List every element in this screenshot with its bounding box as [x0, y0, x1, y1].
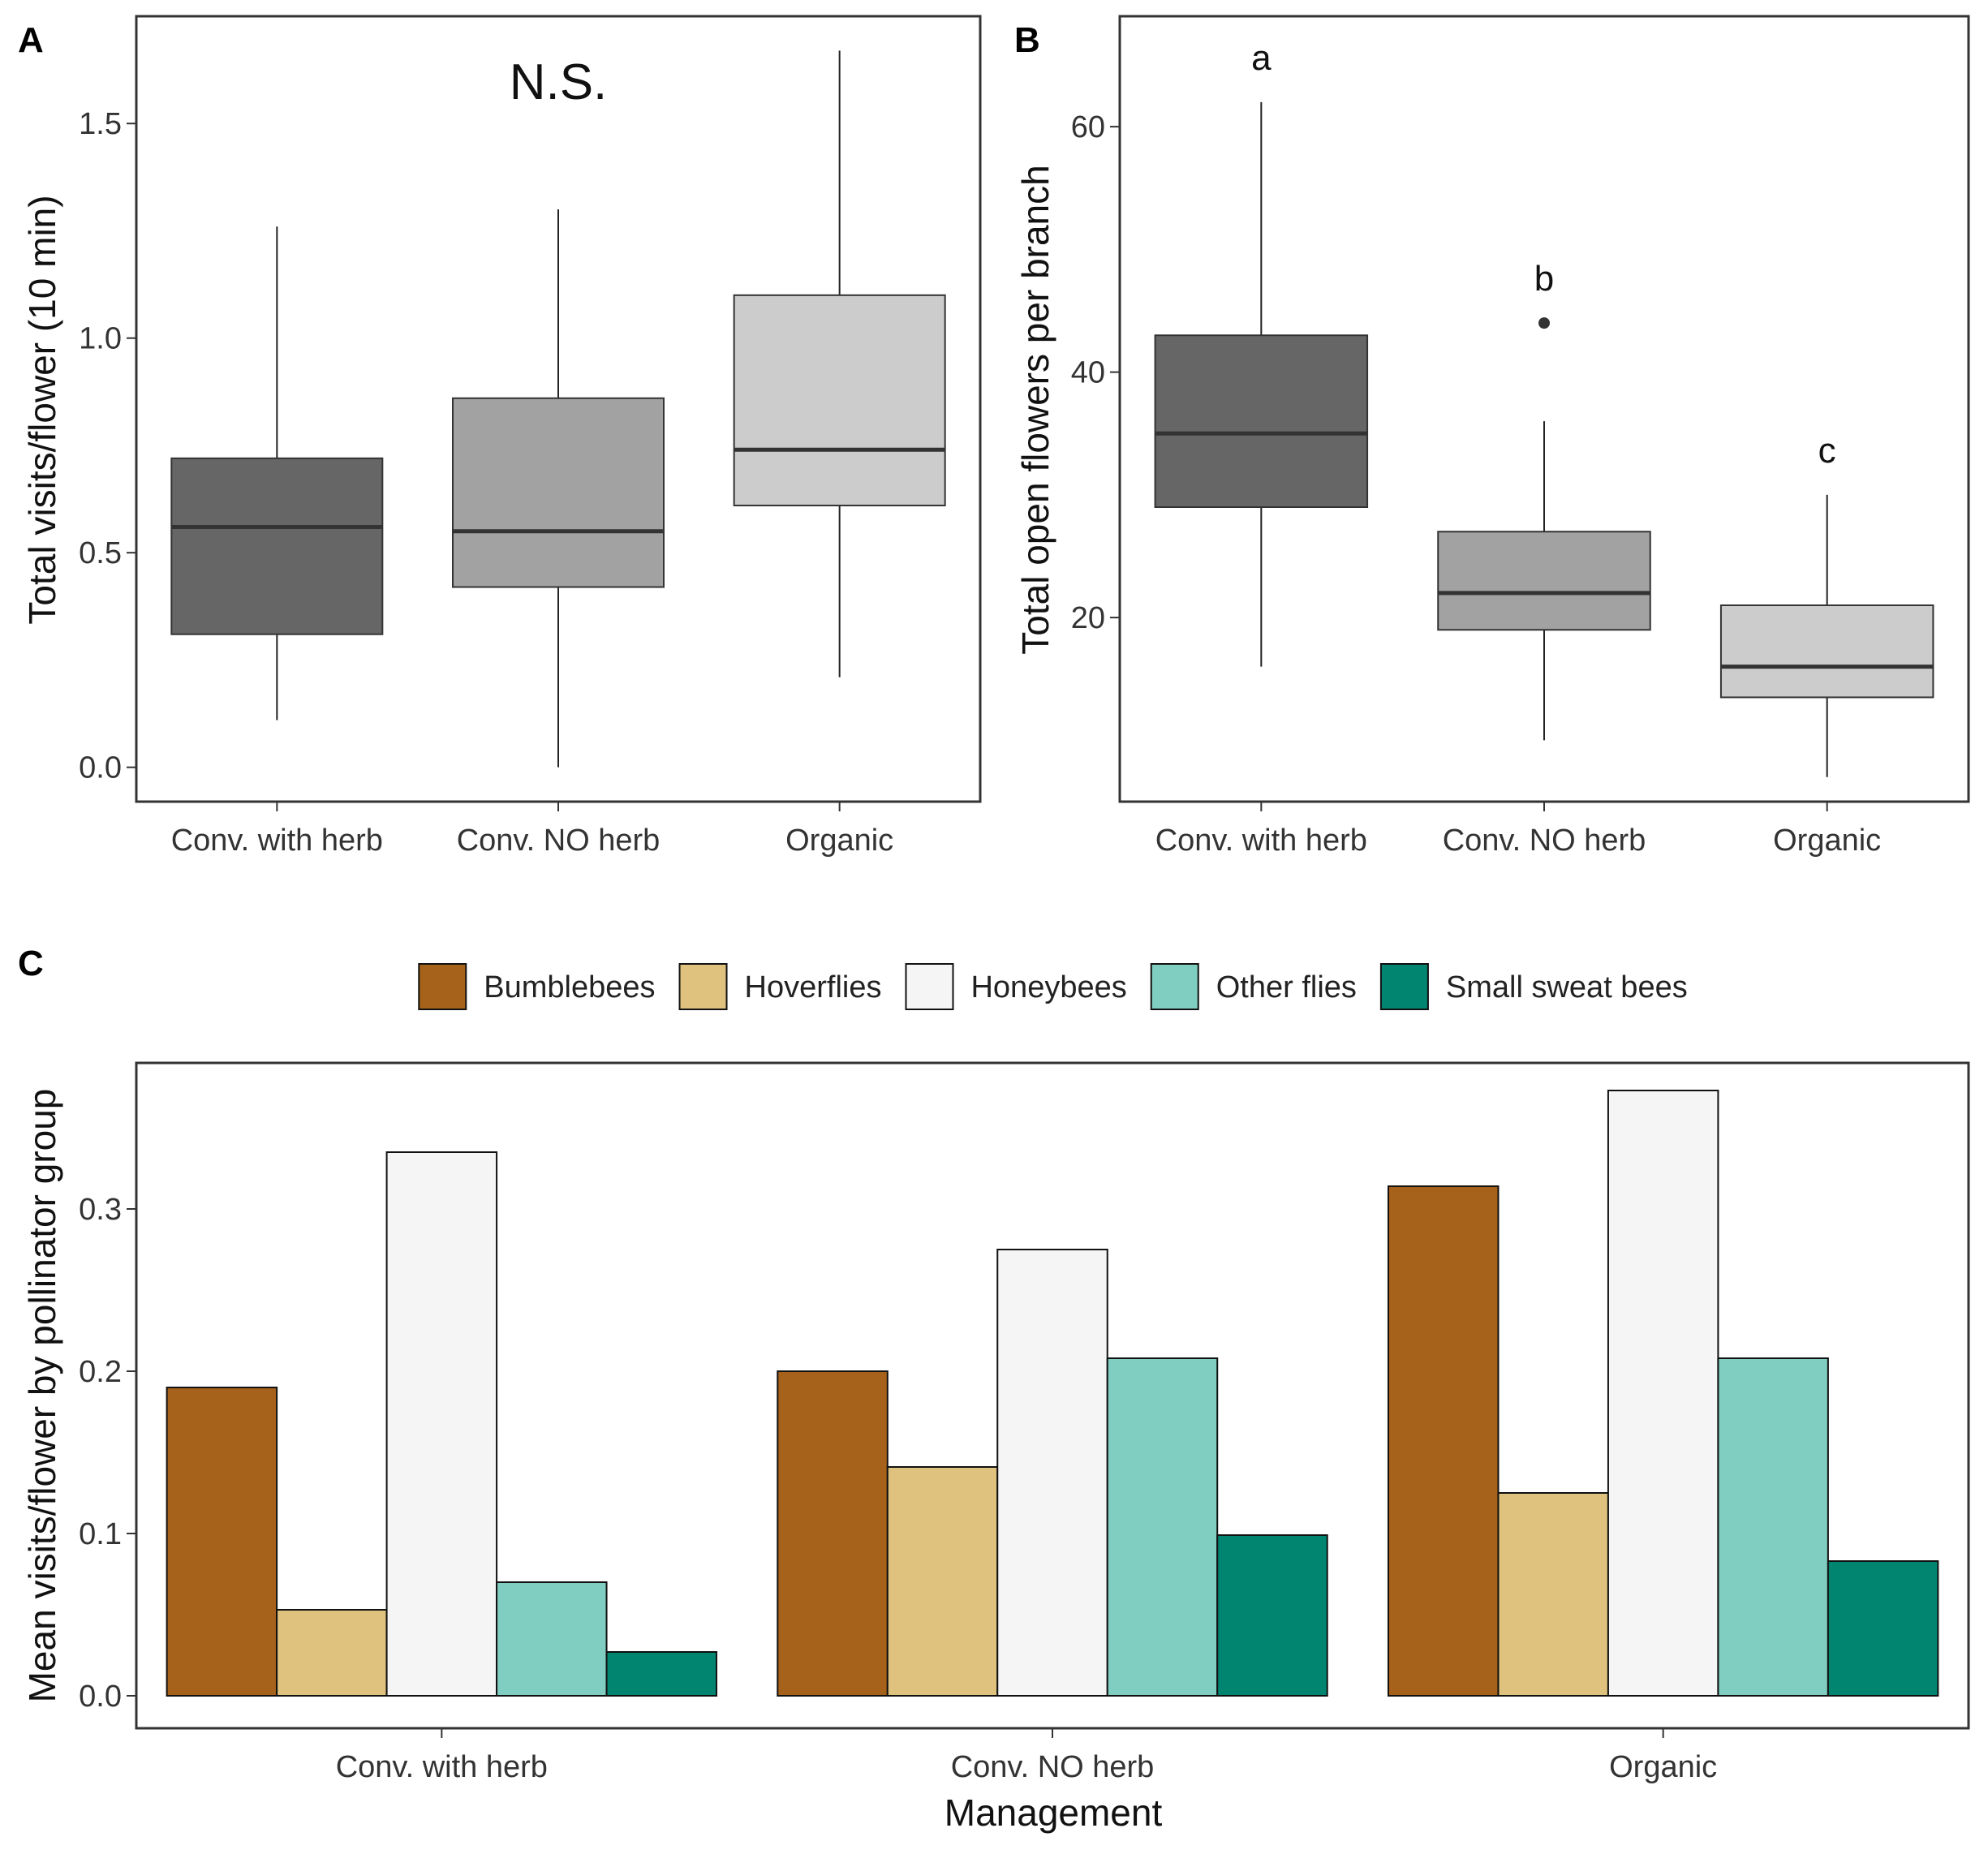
panel-a-box: [452, 397, 665, 588]
bar-bumblebees: [1387, 1185, 1500, 1697]
panel-c-x-tick-label: Conv. with herb: [336, 1750, 548, 1784]
panel-c-y-tick-label: 0.1: [79, 1517, 122, 1551]
bar-small-sweat-bees: [605, 1651, 718, 1697]
panel-c-y-tick-label: 0.3: [79, 1193, 122, 1227]
panel-b-boxplot: a b c 20 40 60 Conv. with herb Conv. NO herb O…: [1014, 15, 1970, 858]
bar-honeybees: [385, 1151, 498, 1697]
panel-b-box: [1154, 334, 1369, 508]
panel-a-boxplot: 0.0 0.5 1.0 1.5 Conv. with herb Conv. NO her…: [21, 15, 982, 858]
panel-a-annotation: N.S.: [510, 54, 608, 110]
panel-b-outlier-point: [1538, 317, 1550, 329]
panel-a-y-tick-label: 0.5: [79, 536, 122, 570]
panel-b-y-tick-label: 40: [1071, 356, 1105, 390]
panel-b-x-tick-label: Organic: [1773, 824, 1881, 858]
legend-key: [678, 963, 728, 1010]
panel-b-box: [1719, 604, 1934, 699]
panel-a-x-tick-label: Conv. NO herb: [457, 824, 661, 858]
bar-hoverflies: [886, 1466, 999, 1697]
bar-honeybees: [996, 1249, 1108, 1697]
legend-label: Bumblebees: [484, 970, 655, 1004]
panel-b-significance-letter: c: [1818, 431, 1836, 471]
legend-key: [905, 963, 954, 1010]
legend-label: Other flies: [1216, 970, 1357, 1004]
legend-key: [1150, 963, 1199, 1010]
panel-b-significance-letter: b: [1534, 259, 1554, 299]
panel-c-letter: C: [18, 944, 44, 983]
legend-label: Small sweat bees: [1446, 970, 1688, 1004]
panel-c-x-tick-label: Conv. NO herb: [951, 1750, 1155, 1784]
bar-other-flies: [1106, 1357, 1219, 1697]
bar-other-flies: [496, 1581, 608, 1697]
panel-a-y-axis-title: Total visits/flower (10 min): [21, 195, 63, 624]
panel-a-letter: A: [18, 20, 44, 60]
panel-a-box: [170, 457, 384, 635]
panel-c-y-axis-title: Mean visits/flower by pollinator group: [21, 1089, 63, 1703]
panel-c-x-tick-label: Organic: [1609, 1750, 1717, 1784]
panel-a-y-tick-label: 1.5: [79, 107, 122, 141]
bar-bumblebees: [777, 1370, 889, 1697]
bar-hoverflies: [276, 1609, 388, 1697]
bar-other-flies: [1717, 1357, 1829, 1697]
panel-b-box: [1437, 531, 1651, 631]
panel-b-letter: B: [1014, 20, 1040, 60]
legend-key: [1379, 963, 1429, 1010]
legend-label: Hoverflies: [745, 970, 882, 1004]
bar-bumblebees: [166, 1387, 278, 1697]
panel-b-x-tick-label: Conv. NO herb: [1443, 824, 1646, 858]
panel-c-x-axis-title: Management: [945, 1792, 1163, 1834]
panel-a-box: [733, 294, 946, 507]
panel-b-y-tick-label: 20: [1071, 601, 1105, 635]
panel-b-significance-letter: a: [1251, 38, 1272, 78]
bar-hoverflies: [1497, 1492, 1609, 1697]
legend-label: Honeybees: [970, 970, 1126, 1004]
bar-honeybees: [1607, 1090, 1719, 1697]
panel-a-y-tick-label: 0.0: [79, 751, 122, 785]
panel-c-barchart: Bumblebees Hoverflies Honeybees Other flies…: [21, 963, 1970, 1834]
panel-c-y-tick-label: 0.0: [79, 1680, 122, 1714]
panel-b-x-tick-label: Conv. with herb: [1155, 824, 1367, 858]
bar-small-sweat-bees: [1216, 1534, 1328, 1697]
panel-b-y-tick-label: 60: [1071, 110, 1105, 144]
bar-small-sweat-bees: [1827, 1560, 1939, 1697]
legend: Bumblebees Hoverflies Honeybees Other flies…: [418, 963, 1688, 1010]
panel-a-x-tick-label: Organic: [785, 824, 893, 858]
panel-a-x-tick-label: Conv. with herb: [171, 824, 383, 858]
panel-b-y-axis-title: Total open flowers per branch: [1014, 165, 1056, 654]
legend-key: [418, 963, 467, 1010]
panel-c-y-tick-label: 0.2: [79, 1355, 122, 1389]
panel-a-y-tick-label: 1.0: [79, 322, 122, 356]
